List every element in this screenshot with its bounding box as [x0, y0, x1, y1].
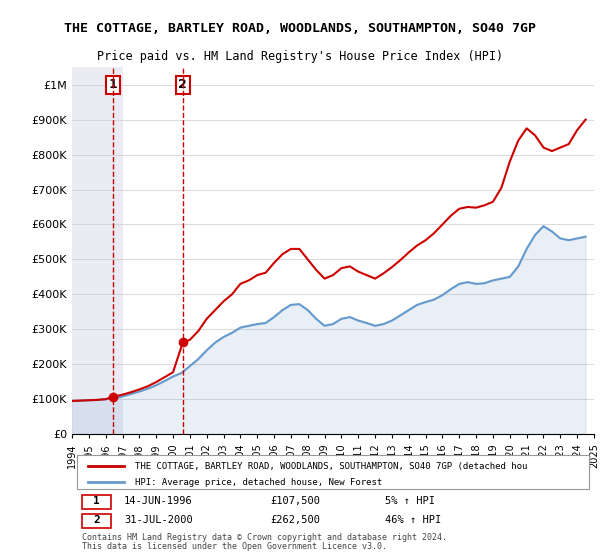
FancyBboxPatch shape: [77, 455, 589, 489]
Text: £107,500: £107,500: [271, 496, 320, 506]
Bar: [72, 67, 122, 434]
Text: THE COTTAGE, BARTLEY ROAD, WOODLANDS, SOUTHAMPTON, SO40 7GP: THE COTTAGE, BARTLEY ROAD, WOODLANDS, SO…: [64, 22, 536, 35]
Text: £262,500: £262,500: [271, 515, 320, 525]
FancyBboxPatch shape: [82, 495, 111, 508]
Text: 31-JUL-2000: 31-JUL-2000: [124, 515, 193, 525]
Text: Price paid vs. HM Land Registry's House Price Index (HPI): Price paid vs. HM Land Registry's House …: [97, 50, 503, 63]
Text: 1: 1: [109, 78, 118, 91]
Text: 2: 2: [93, 515, 100, 525]
Text: THE COTTAGE, BARTLEY ROAD, WOODLANDS, SOUTHAMPTON, SO40 7GP (detached hou: THE COTTAGE, BARTLEY ROAD, WOODLANDS, SO…: [134, 462, 527, 471]
Text: 2: 2: [178, 78, 187, 91]
FancyBboxPatch shape: [82, 515, 111, 528]
Text: 14-JUN-1996: 14-JUN-1996: [124, 496, 193, 506]
Text: This data is licensed under the Open Government Licence v3.0.: This data is licensed under the Open Gov…: [82, 542, 388, 551]
Text: HPI: Average price, detached house, New Forest: HPI: Average price, detached house, New …: [134, 478, 382, 487]
Text: 5% ↑ HPI: 5% ↑ HPI: [385, 496, 435, 506]
Text: 46% ↑ HPI: 46% ↑ HPI: [385, 515, 442, 525]
Text: Contains HM Land Registry data © Crown copyright and database right 2024.: Contains HM Land Registry data © Crown c…: [82, 533, 448, 542]
Text: 1: 1: [93, 496, 100, 506]
